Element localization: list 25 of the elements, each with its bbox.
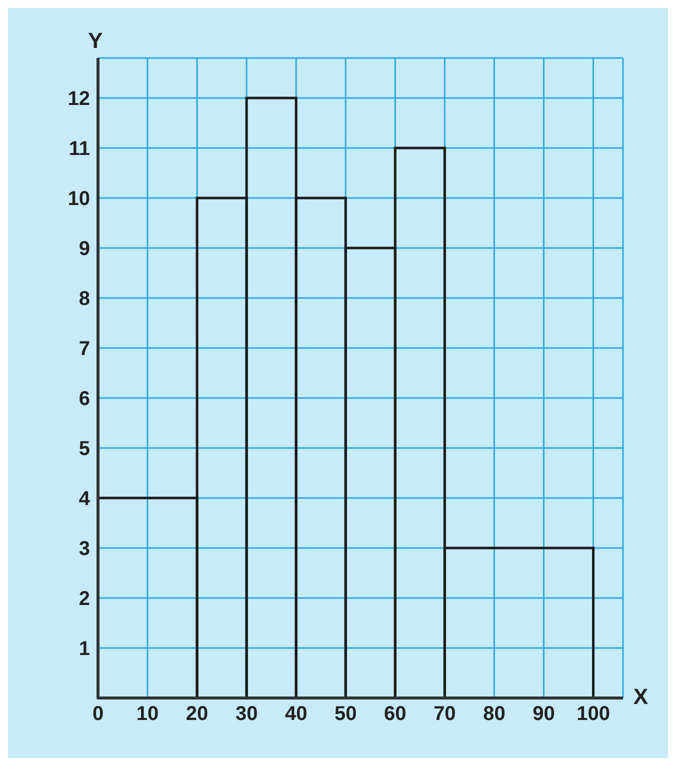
x-tick-label: 20 — [186, 703, 208, 726]
y-tick-label: 9 — [78, 238, 90, 260]
x-tick-label: 0 — [92, 703, 104, 726]
x-tick-label: 30 — [235, 703, 258, 726]
y-tick-label: 6 — [78, 388, 90, 410]
y-tick-label: 2 — [78, 588, 90, 610]
y-tick-label: 11 — [68, 138, 90, 160]
y-tick-label: 7 — [78, 338, 90, 360]
y-tick-label: 5 — [78, 438, 90, 460]
x-tick-label: 70 — [434, 703, 456, 726]
y-axis-title: Y — [88, 28, 103, 54]
x-tick-label: 100 — [576, 703, 610, 726]
y-tick-label: 3 — [78, 538, 90, 560]
x-tick-label: 10 — [136, 703, 159, 726]
y-tick-label: 1 — [78, 638, 90, 660]
x-tick-label: 50 — [334, 703, 357, 726]
x-tick-label: 90 — [532, 703, 555, 726]
x-tick-label: 40 — [284, 703, 308, 726]
x-tick-label: 80 — [483, 703, 506, 726]
y-tick-label: 8 — [78, 288, 90, 310]
x-axis-title: X — [633, 684, 648, 710]
y-tick-label: 12 — [68, 88, 90, 110]
y-tick-label: 4 — [78, 488, 91, 510]
y-tick-label: 10 — [68, 188, 90, 210]
x-tick-label: 60 — [384, 703, 406, 726]
